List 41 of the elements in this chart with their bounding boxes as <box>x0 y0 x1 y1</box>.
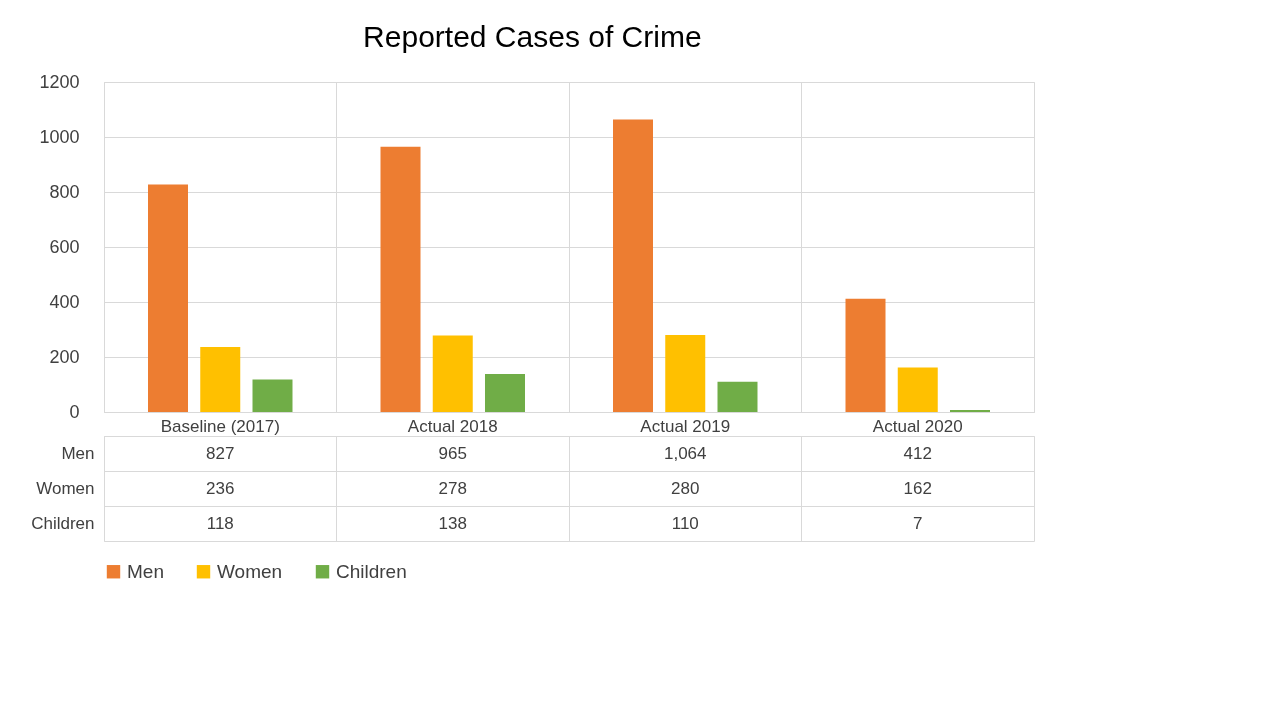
bar <box>148 184 188 412</box>
y-tick-label: 400 <box>49 291 80 312</box>
x-tick-label: Baseline (2017) <box>160 416 280 436</box>
bar <box>485 374 525 412</box>
data-label: 162 <box>903 478 932 498</box>
bar <box>845 298 886 412</box>
x-tick-label: Actual 2018 <box>407 416 498 436</box>
y-tick-label: 1200 <box>39 71 80 92</box>
data-label: 7 <box>913 513 923 533</box>
bar <box>613 119 653 412</box>
data-label: 412 <box>903 443 932 463</box>
y-tick-label: 1000 <box>39 126 80 147</box>
bar <box>252 379 293 412</box>
bar <box>432 335 473 412</box>
bar <box>665 335 706 412</box>
y-tick-label: 600 <box>49 236 80 257</box>
data-label: 110 <box>671 513 699 533</box>
legend-label: Children <box>336 560 407 582</box>
data-label: 280 <box>671 478 700 498</box>
data-label: 278 <box>438 478 467 498</box>
bar <box>897 367 938 412</box>
y-tick-label: 0 <box>69 401 80 422</box>
bar <box>380 146 421 412</box>
legend-label: Men <box>127 560 164 582</box>
bar <box>717 381 758 412</box>
text: Women <box>36 478 95 498</box>
text: Children <box>31 513 95 533</box>
bar <box>200 347 241 412</box>
data-label: 118 <box>206 513 234 533</box>
legend-label: Women <box>217 560 283 582</box>
data-label: 965 <box>438 443 467 463</box>
x-tick-label: Actual 2020 <box>872 416 963 436</box>
data-label: 1,064 <box>663 443 707 463</box>
data-label: 236 <box>206 478 235 498</box>
chart-title: Reported Cases of Crime <box>363 19 702 53</box>
data-label: 138 <box>438 513 467 533</box>
y-tick-label: 800 <box>49 181 80 202</box>
data-label: 827 <box>206 443 235 463</box>
y-tick-label: 200 <box>49 346 80 367</box>
text: Men <box>61 443 95 463</box>
x-tick-label: Actual 2019 <box>640 416 731 436</box>
